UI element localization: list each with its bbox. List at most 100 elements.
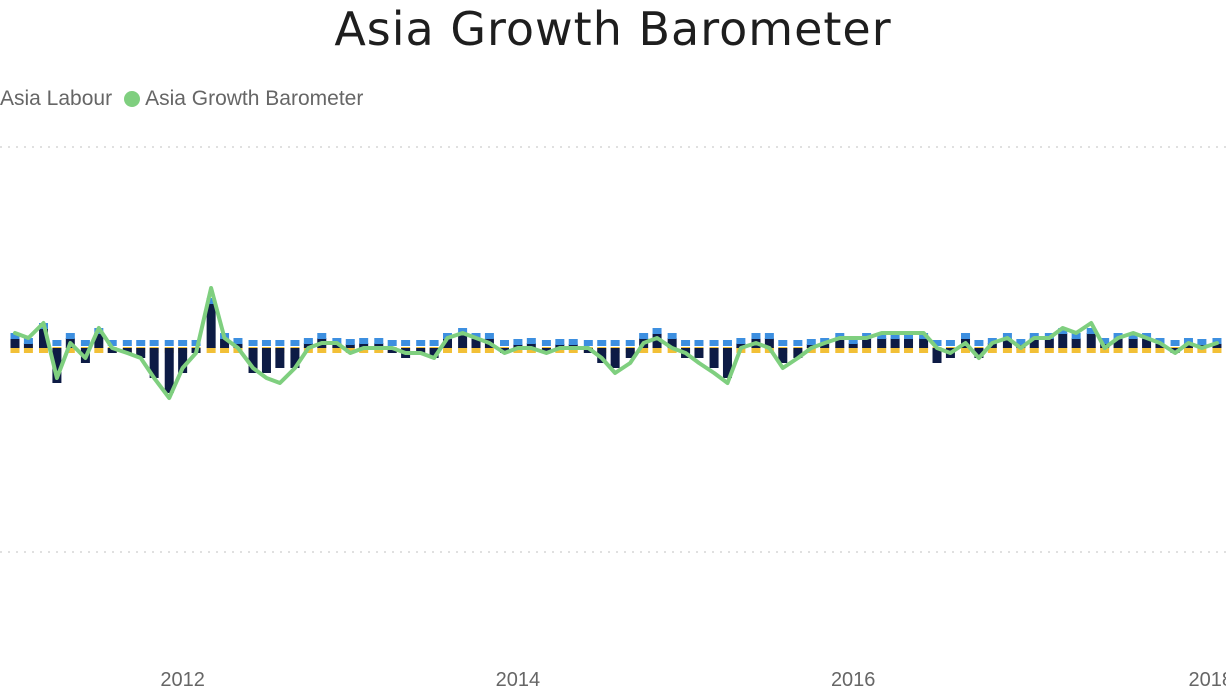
bar[interactable] bbox=[932, 348, 942, 363]
bar[interactable] bbox=[1002, 338, 1012, 348]
bar[interactable] bbox=[38, 328, 48, 348]
bar[interactable] bbox=[919, 338, 929, 348]
bar[interactable] bbox=[541, 348, 551, 353]
bar[interactable] bbox=[220, 338, 230, 348]
bar[interactable] bbox=[164, 348, 174, 393]
bar[interactable] bbox=[136, 348, 146, 358]
legend-item-asia-labour[interactable]: Asia Labour bbox=[0, 87, 112, 111]
bar[interactable] bbox=[694, 348, 704, 358]
bar[interactable] bbox=[332, 343, 342, 348]
bar[interactable] bbox=[778, 348, 788, 363]
bar-segment-cap bbox=[694, 340, 704, 346]
bar-segment-minor bbox=[1002, 347, 1012, 353]
bar-segment-cap bbox=[303, 338, 313, 344]
bar-segment-cap bbox=[597, 340, 607, 346]
legend-item-asia-growth-barometer[interactable]: Asia Growth Barometer bbox=[124, 87, 363, 111]
bar[interactable] bbox=[848, 343, 858, 348]
bar[interactable] bbox=[1071, 338, 1081, 348]
bar[interactable] bbox=[500, 348, 510, 353]
bar[interactable] bbox=[597, 348, 607, 363]
bar[interactable] bbox=[94, 333, 104, 348]
bar-segment-minor bbox=[751, 347, 761, 353]
bar-segment-cap bbox=[149, 340, 159, 346]
bar[interactable] bbox=[345, 344, 355, 348]
bar-segment-cap bbox=[541, 340, 551, 346]
series-line-asia-growth-barometer[interactable] bbox=[13, 286, 1219, 400]
x-tick-label-2016: 2016 bbox=[831, 669, 876, 690]
bar[interactable] bbox=[820, 343, 830, 348]
bar-segment-minor bbox=[1183, 347, 1193, 353]
bar-segment-cap bbox=[10, 333, 20, 339]
bar[interactable] bbox=[178, 348, 188, 373]
bar[interactable] bbox=[303, 343, 313, 348]
bar[interactable] bbox=[793, 348, 803, 358]
bar-segment-cap bbox=[23, 338, 33, 344]
bar[interactable] bbox=[904, 338, 914, 348]
bar[interactable] bbox=[458, 333, 468, 348]
bar-segment-cap bbox=[652, 328, 662, 334]
bar-segment-cap bbox=[191, 340, 201, 346]
bar[interactable] bbox=[625, 348, 635, 358]
bar[interactable] bbox=[1029, 338, 1039, 348]
bar[interactable] bbox=[610, 348, 620, 368]
bar[interactable] bbox=[1142, 338, 1152, 348]
bar[interactable] bbox=[736, 343, 746, 348]
bar-segment-minor bbox=[639, 347, 649, 353]
bar[interactable] bbox=[359, 343, 369, 348]
bar[interactable] bbox=[248, 348, 258, 373]
bar[interactable] bbox=[667, 338, 677, 348]
bar[interactable] bbox=[416, 348, 426, 353]
bar-segment-cap bbox=[806, 339, 816, 345]
bar[interactable] bbox=[1044, 338, 1054, 348]
bar-segment-cap bbox=[1212, 338, 1222, 344]
bar[interactable] bbox=[652, 333, 662, 348]
bar[interactable] bbox=[52, 348, 62, 383]
bar[interactable] bbox=[526, 343, 536, 348]
bar-segment-minor bbox=[1100, 347, 1110, 353]
bar[interactable] bbox=[890, 338, 900, 348]
bar[interactable] bbox=[835, 338, 845, 348]
bar[interactable] bbox=[877, 338, 887, 348]
bar-segment-cap bbox=[555, 339, 565, 345]
bar[interactable] bbox=[862, 338, 872, 348]
bar[interactable] bbox=[290, 348, 300, 368]
bar-segment-minor bbox=[94, 347, 104, 353]
bar[interactable] bbox=[374, 343, 384, 348]
bar-segment-minor bbox=[471, 347, 481, 353]
bar[interactable] bbox=[10, 338, 20, 348]
bar[interactable] bbox=[206, 303, 216, 348]
bar[interactable] bbox=[1113, 338, 1123, 348]
bar-segment-minor bbox=[820, 347, 830, 353]
bar-segment-cap bbox=[778, 340, 788, 346]
bar-segment-cap bbox=[974, 340, 984, 346]
bar[interactable] bbox=[429, 348, 439, 358]
bar[interactable] bbox=[443, 338, 453, 348]
bar-segment-cap bbox=[1128, 333, 1138, 339]
bar[interactable] bbox=[149, 348, 159, 378]
bar[interactable] bbox=[261, 348, 271, 373]
bar-segment-minor bbox=[1029, 347, 1039, 353]
bar[interactable] bbox=[722, 348, 732, 378]
bar-segment-cap bbox=[1100, 338, 1110, 344]
bar[interactable] bbox=[1086, 333, 1096, 348]
bar[interactable] bbox=[974, 348, 984, 358]
bar[interactable] bbox=[1155, 343, 1165, 348]
bar[interactable] bbox=[1170, 348, 1180, 353]
bar[interactable] bbox=[122, 348, 132, 353]
bar[interactable] bbox=[387, 348, 397, 353]
bar-segment-cap bbox=[751, 333, 761, 339]
bar-segment-minor bbox=[1016, 347, 1026, 353]
bar[interactable] bbox=[1128, 338, 1138, 348]
bar-segment-cap bbox=[639, 333, 649, 339]
bar-segment-cap bbox=[1197, 339, 1207, 345]
bar[interactable] bbox=[709, 348, 719, 368]
bar[interactable] bbox=[471, 338, 481, 348]
bar[interactable] bbox=[1058, 333, 1068, 348]
bar[interactable] bbox=[764, 338, 774, 348]
bar[interactable] bbox=[107, 348, 117, 353]
bar[interactable] bbox=[275, 348, 285, 368]
bar[interactable] bbox=[1212, 343, 1222, 348]
bar[interactable] bbox=[23, 343, 33, 348]
legend-label-asia-labour: Asia Labour bbox=[0, 87, 113, 110]
